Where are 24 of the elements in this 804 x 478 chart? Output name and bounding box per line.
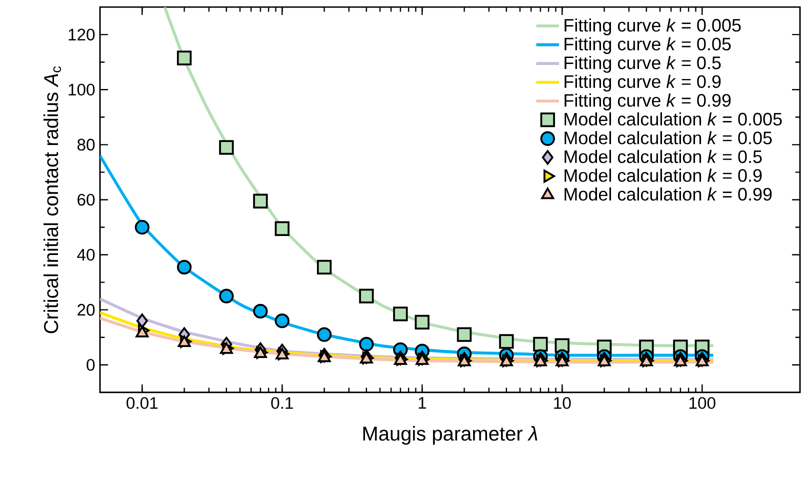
y-tick-label: 120: [68, 28, 95, 40]
x-axis-title: Maugis parameter λ: [363, 426, 538, 445]
x-tick-label: 10: [554, 396, 571, 409]
y-tick-label: 80: [77, 138, 95, 150]
legend-label: Fitting curve k = 0.9: [564, 74, 721, 92]
legend-label: Model calculation k = 0.05: [564, 130, 772, 144]
legend-label: Fitting curve k = 0.99: [564, 93, 731, 110]
legend-label: Model calculation k = 0.005: [564, 112, 782, 126]
legend-label: Model calculation k = 0.9: [564, 168, 762, 182]
x-tick-label: 1: [418, 396, 426, 408]
legend-label: Fitting curve k = 0.05: [564, 37, 731, 54]
legend-label: Fitting curve k = 0.5: [564, 56, 721, 73]
y-tick-label: 20: [78, 304, 95, 316]
y-tick-label: 60: [78, 194, 95, 206]
y-axis-title: Critical initial contact radius A$_{c}$: [43, 66, 62, 333]
x-tick-label: 0.01: [126, 396, 158, 409]
x-tick-label: 0.1: [271, 396, 293, 409]
legend-label: Model calculation k = 0.5: [564, 150, 762, 163]
legend-label: Model calculation k = 0.99: [564, 187, 772, 200]
legend-label: Fitting curve k = 0.005: [564, 18, 741, 36]
y-tick-label: 0: [86, 358, 95, 371]
y-tick-label: 100: [68, 84, 95, 96]
x-tick-label: 100: [690, 396, 716, 409]
y-tick-label: 40: [77, 248, 95, 260]
